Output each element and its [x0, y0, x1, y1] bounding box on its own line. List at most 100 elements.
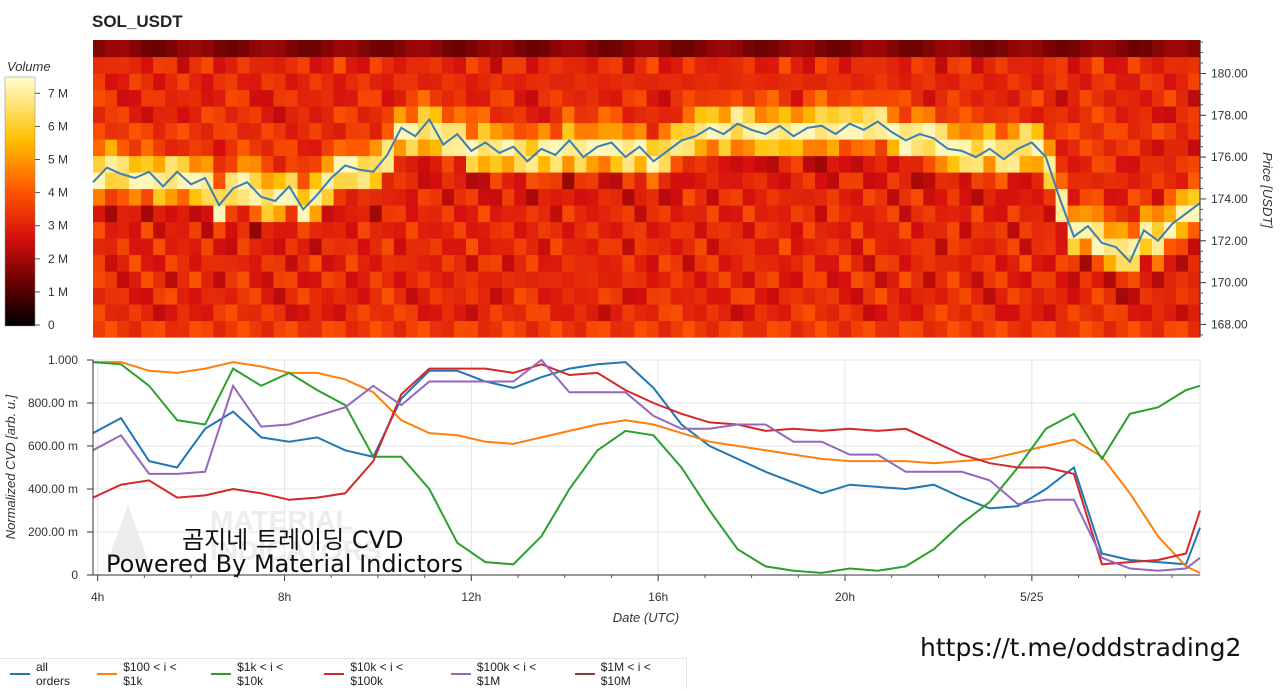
heatmap-cell — [646, 271, 660, 289]
heatmap-cell — [598, 205, 611, 223]
heatmap-cell — [634, 73, 648, 91]
heatmap-cell — [225, 122, 238, 140]
heatmap-cell — [682, 40, 696, 58]
heatmap-cell — [947, 172, 960, 190]
heatmap-cell — [129, 205, 142, 223]
heatmap-cell — [441, 155, 455, 173]
heatmap-cell — [610, 271, 624, 289]
heatmap-cell — [273, 304, 287, 322]
heatmap-cell — [117, 238, 130, 256]
heatmap-cell — [814, 320, 828, 338]
heatmap-cell — [574, 155, 587, 173]
heatmap-cell — [550, 188, 563, 206]
heatmap-cell — [706, 205, 720, 223]
heatmap-cell — [93, 188, 106, 206]
heatmap-cell — [1007, 320, 1021, 338]
heatmap-cell — [790, 139, 804, 157]
heatmap-cell — [345, 221, 359, 239]
heatmap-cell — [971, 221, 985, 239]
heatmap-cell — [453, 238, 467, 256]
heatmap-cell — [1151, 221, 1165, 239]
heatmap-cell — [237, 304, 251, 322]
heatmap-cell — [189, 320, 202, 338]
heatmap-cell — [405, 73, 419, 91]
heatmap-cell — [381, 73, 395, 91]
heatmap-cell — [875, 221, 888, 239]
heatmap-cell — [309, 56, 323, 74]
heatmap-cell — [105, 139, 118, 157]
heatmap-cell — [117, 271, 130, 289]
heatmap-cell — [466, 205, 479, 223]
heatmap-cell — [1031, 40, 1045, 58]
heatmap-cell — [417, 122, 431, 140]
heatmap-cell — [514, 56, 527, 74]
heatmap-cell — [189, 139, 202, 157]
heatmap-cell — [814, 188, 828, 206]
heatmap-cell — [826, 155, 840, 173]
heatmap-cell — [839, 122, 852, 140]
heatmap-cell — [369, 320, 383, 338]
heatmap-cell — [1187, 304, 1201, 322]
heatmap-cell — [405, 221, 419, 239]
heatmap-cell — [441, 106, 455, 124]
heatmap-cell — [105, 40, 118, 58]
heatmap-cell — [959, 221, 972, 239]
heatmap-cell — [1139, 56, 1153, 74]
heatmap-cell — [550, 106, 563, 124]
heatmap-cell — [574, 320, 587, 338]
legend-item[interactable]: $10k < i < $100k — [324, 660, 439, 688]
heatmap-cell — [574, 271, 587, 289]
legend-item[interactable]: $1M < i < $10M — [574, 660, 684, 688]
heatmap-cell — [826, 40, 840, 58]
svg-text:MATERIAL: MATERIAL — [210, 505, 353, 536]
heatmap-cell — [405, 56, 419, 74]
heatmap-cell — [802, 56, 816, 74]
heatmap-cell — [1031, 56, 1045, 74]
price-axis: 168.00170.00172.00174.00176.00178.00180.… — [1199, 40, 1248, 337]
heatmap-cell — [875, 205, 888, 223]
heatmap-cell — [165, 122, 178, 140]
heatmap-cell — [141, 287, 154, 305]
telegram-link[interactable]: https://t.me/oddstrading2 — [920, 633, 1242, 662]
heatmap-cell — [526, 254, 539, 272]
heatmap-cell — [393, 304, 407, 322]
heatmap-cell — [586, 73, 599, 91]
heatmap-cell — [225, 155, 238, 173]
heatmap-cell — [706, 304, 720, 322]
heatmap-cell — [1163, 271, 1177, 289]
heatmap-cell — [839, 172, 852, 190]
heatmap-cell — [273, 254, 287, 272]
heatmap-cell — [1139, 287, 1153, 305]
legend-item[interactable]: $1k < i < $10k — [211, 660, 312, 688]
legend-item[interactable]: $100k < i < $1M — [450, 660, 563, 688]
heatmap-cell — [357, 122, 371, 140]
heatmap-cell — [165, 56, 178, 74]
heatmap-cell — [490, 205, 503, 223]
heatmap-cell — [586, 205, 599, 223]
heatmap-cell — [550, 56, 563, 74]
heatmap-cell — [309, 205, 323, 223]
heatmap-cell — [658, 271, 672, 289]
legend-item[interactable]: all orders — [10, 660, 85, 688]
heatmap-cell — [947, 238, 960, 256]
heatmap-cell — [381, 188, 395, 206]
heatmap-cell — [189, 106, 202, 124]
heatmap-cell — [1127, 73, 1141, 91]
heatmap-cell — [971, 122, 985, 140]
heatmap-cell — [550, 40, 563, 58]
heatmap-cell — [718, 56, 732, 74]
heatmap-cell — [261, 89, 275, 107]
heatmap-cell — [526, 271, 539, 289]
heatmap-cell — [538, 106, 551, 124]
heatmap-cell — [875, 40, 888, 58]
heatmap-cell — [297, 172, 311, 190]
heatmap-cell — [1115, 304, 1129, 322]
heatmap-cell — [189, 122, 202, 140]
heatmap-cell — [153, 304, 166, 322]
heatmap-cell — [634, 155, 648, 173]
heatmap-cell — [923, 238, 936, 256]
heatmap-cell — [766, 304, 780, 322]
legend-item[interactable]: $100 < i < $1k — [97, 660, 199, 688]
heatmap-cell — [490, 155, 503, 173]
x-tick-label: 5/25 — [1020, 590, 1044, 604]
